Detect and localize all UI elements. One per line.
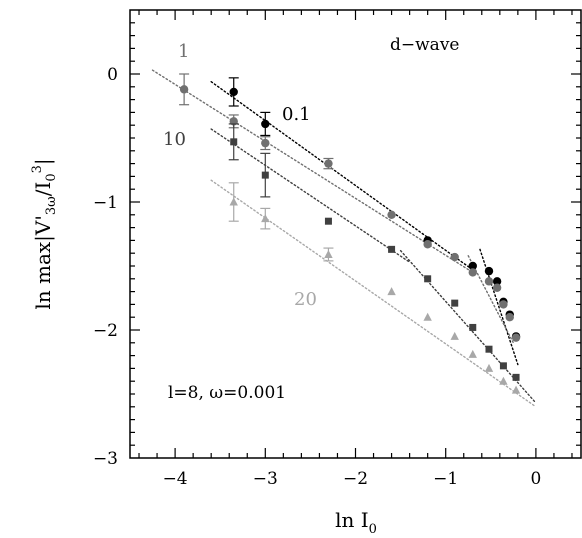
fit-line-10-0: [210, 128, 411, 263]
series-1-point-3: [324, 159, 333, 168]
annotation-params: l=8, ω=0.001: [168, 383, 286, 403]
series-label-10: 10: [163, 129, 186, 150]
series-20-point-0: [229, 197, 238, 206]
series-1-point-10: [499, 300, 508, 309]
series-10-point-1: [261, 171, 269, 179]
fit-line-20-0: [210, 179, 537, 408]
series-20-point-1: [261, 214, 270, 223]
series-20-point-2: [324, 249, 333, 258]
fit-line-0p1-0: [210, 80, 474, 271]
series-10-point-0: [230, 138, 238, 146]
x-axis-title: ln I0: [335, 508, 377, 537]
series-1-point-6: [450, 252, 459, 262]
series-1-point-8: [484, 277, 494, 286]
series-20-point-5: [450, 331, 459, 340]
data-marks: [179, 73, 521, 394]
series-1-point-12: [511, 333, 521, 342]
series-0p1-point-1: [261, 119, 270, 129]
series-10-point-3: [388, 245, 396, 253]
axis-ticks: −4 −3 −2 −1 0 −3 −2 −1 0: [93, 10, 581, 489]
x-tick-label-m2: −2: [343, 469, 368, 489]
series-20-point-9: [511, 385, 521, 394]
x-tick-label-m3: −3: [253, 469, 278, 489]
series-10-point-6: [469, 323, 477, 331]
series-20-point-6: [468, 349, 477, 358]
series-1-point-5: [423, 240, 432, 249]
x-tick-label-m4: −4: [163, 469, 188, 489]
series-1-point-11: [505, 313, 514, 322]
series-10-point-2: [324, 217, 332, 225]
series-0p1-point-4: [484, 266, 494, 276]
series-1-point-9: [492, 283, 502, 292]
series-10-point-5: [451, 299, 459, 307]
fit-line-1-0: [151, 69, 474, 274]
series-1-point-2: [261, 138, 270, 148]
series-0p1-point-5: [492, 277, 502, 286]
series-0p1-point-3: [468, 261, 477, 271]
series-10-point-8: [499, 362, 507, 370]
y-tick-label-m3: −3: [93, 449, 118, 469]
series-10-point-7: [485, 345, 493, 353]
series-10-point-4: [424, 275, 432, 283]
series-20-point-3: [387, 287, 396, 296]
series-label-1: 1: [178, 41, 189, 62]
series-label-20: 20: [294, 289, 317, 310]
annotation-d-wave: d−wave: [390, 35, 459, 55]
series-20-point-8: [499, 376, 508, 385]
x-tick-label-0: 0: [530, 469, 541, 489]
x-tick-label-m1: −1: [433, 469, 458, 489]
y-tick-label-m2: −2: [93, 321, 118, 341]
series-1-point-7: [468, 268, 477, 277]
series-20-point-4: [423, 312, 432, 321]
y-tick-label-0: 0: [107, 65, 118, 85]
series-label-0.1: 0.1: [282, 104, 311, 125]
series-1-point-0: [179, 85, 189, 94]
series-0p1-point-0: [229, 87, 238, 97]
series-20-point-7: [484, 363, 494, 372]
fit-lines: [151, 69, 537, 408]
y-tick-label-m1: −1: [93, 193, 118, 213]
series-1-point-4: [387, 210, 396, 219]
series-10-point-9: [512, 373, 520, 381]
y-axis-title: ln max|V'3ω/I03|: [30, 158, 59, 309]
